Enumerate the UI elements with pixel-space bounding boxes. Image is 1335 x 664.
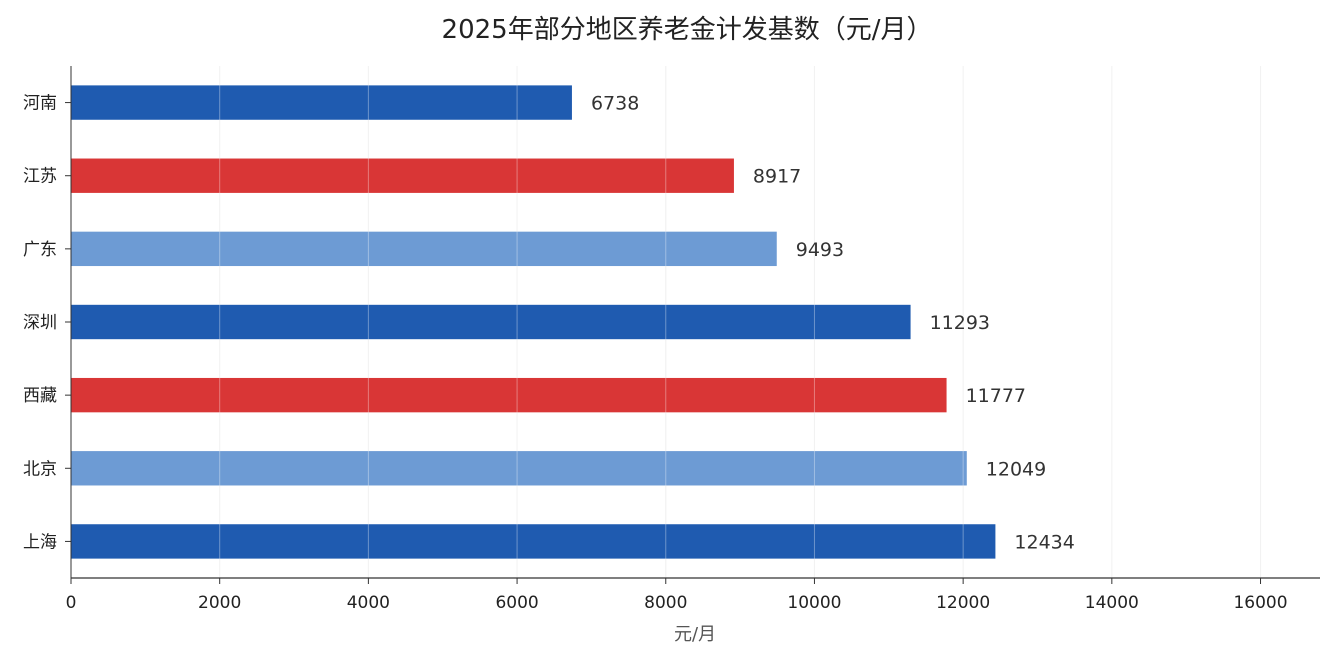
x-axis: 0 2000 4000 6000 8000 10000 12000 14000 16000 (66, 577, 1320, 613)
bar-上海 (71, 524, 996, 559)
y-tick-label: 北京 (23, 459, 57, 479)
y-tick-label: 西藏 (23, 386, 57, 406)
bar-北京 (71, 451, 967, 486)
x-tick-label: 0 (66, 593, 77, 613)
y-tick-label: 上海 (23, 532, 57, 552)
bar-value-label: 9493 (796, 239, 844, 261)
bar-广东 (71, 231, 777, 267)
grid-lines-overlay (219, 66, 1262, 578)
chart-title: 2025年部分地区养老金计发基数（元/月） (442, 15, 933, 45)
data-labels: 6738 8917 9493 11293 11777 12049 12434 (591, 93, 1075, 554)
x-tick-label: 8000 (644, 593, 687, 613)
y-tick-label: 深圳 (23, 313, 57, 333)
y-tick-label: 广东 (23, 240, 57, 260)
bar-value-label: 12049 (986, 458, 1046, 480)
y-tick-label: 江苏 (23, 167, 57, 187)
x-tick-label: 10000 (787, 593, 841, 613)
bar-value-label: 8917 (753, 166, 801, 188)
bar-深圳 (71, 304, 911, 340)
bar-河南 (71, 85, 572, 120)
x-axis-title: 元/月 (674, 624, 716, 645)
x-tick-label: 4000 (347, 593, 390, 613)
bar-西藏 (71, 377, 947, 413)
x-tick-label: 12000 (936, 593, 990, 613)
y-tick-label: 河南 (23, 94, 57, 114)
bars (71, 85, 996, 559)
bar-value-label: 6738 (591, 93, 639, 115)
bar-江苏 (71, 158, 734, 193)
x-tick-label: 2000 (198, 593, 241, 613)
bar-value-label: 11293 (930, 312, 990, 334)
bar-value-label: 11777 (966, 385, 1026, 407)
bar-value-label: 12434 (1014, 531, 1074, 553)
x-tick-label: 14000 (1085, 593, 1139, 613)
x-tick-label: 6000 (495, 593, 538, 613)
x-tick-label: 16000 (1233, 593, 1287, 613)
